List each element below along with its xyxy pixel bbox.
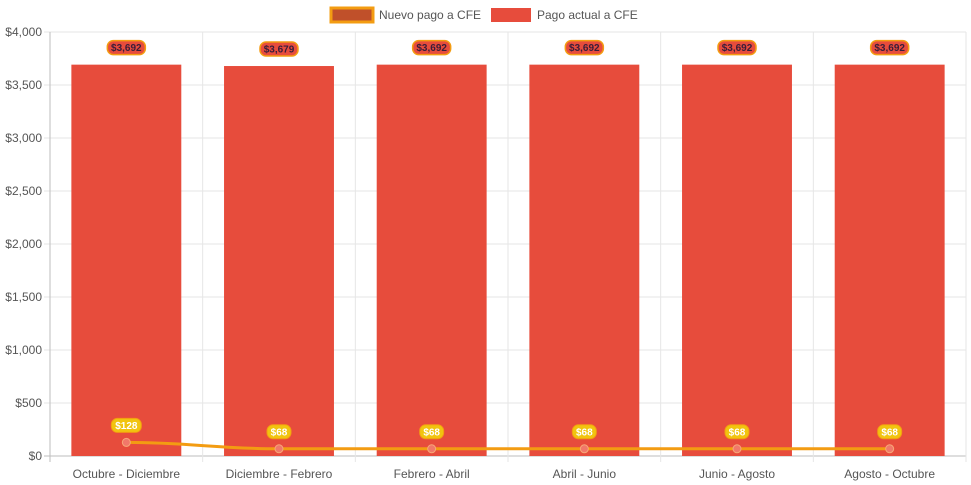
y-tick-label: $2,500 — [5, 184, 42, 198]
line-point[interactable] — [579, 444, 589, 454]
line-data-label-box — [266, 424, 292, 440]
line-data-label-box — [571, 424, 597, 440]
bar-data-label: $3,692 — [717, 39, 757, 56]
line-data-label-text: $68 — [423, 427, 440, 438]
x-axis: Octubre - Diciembre Diciembre - Febrero Fe… — [73, 467, 936, 481]
y-tick-label: $3,000 — [5, 131, 42, 145]
bar-data-label-box — [869, 39, 910, 56]
x-tick-label: Diciembre - Febrero — [226, 467, 333, 481]
bar-data-label-text: $3,692 — [111, 43, 142, 54]
x-tick-label: Junio - Agosto — [699, 467, 775, 481]
bar-data-label-text: $3,692 — [722, 43, 753, 54]
line-data-label: $68 — [877, 424, 903, 440]
bar-data-label: $3,692 — [564, 39, 605, 56]
legend-item-actual[interactable]: Pago actual a CFE — [491, 8, 638, 22]
line-data-label-text: $68 — [729, 427, 746, 438]
legend-swatch-actual — [491, 8, 531, 22]
bar-data-label-box — [411, 39, 452, 56]
x-tick-label: Abril - Junio — [553, 467, 617, 481]
line-data-label-box — [110, 417, 142, 433]
bar[interactable] — [376, 64, 487, 456]
line-data-label: $128 — [110, 417, 142, 433]
bar-data-label-box — [259, 41, 299, 57]
bar-labels: $3,692 $3,679 $3,692 $3,692 $3,692 $3,692 — [106, 39, 910, 57]
line-data-label-box — [724, 424, 750, 440]
bar-data-label-text: $3,692 — [569, 43, 600, 54]
y-tick-label: $4,000 — [5, 25, 42, 39]
bar[interactable] — [529, 64, 640, 456]
bar-data-label-text: $3,692 — [416, 43, 447, 54]
line-point[interactable] — [427, 444, 437, 454]
bar-data-label: $3,692 — [869, 39, 910, 56]
line-point[interactable] — [274, 444, 284, 454]
bar[interactable] — [834, 64, 945, 456]
legend-swatch-nuevo — [329, 6, 375, 24]
legend-label-actual: Pago actual a CFE — [537, 8, 638, 22]
line-data-label: $68 — [266, 424, 292, 440]
y-tick-label: $2,000 — [5, 237, 42, 251]
line-data-label: $68 — [724, 424, 750, 440]
line-data-label-text: $128 — [115, 421, 138, 432]
line-data-label: $68 — [419, 424, 445, 440]
line-point[interactable] — [121, 437, 131, 447]
y-tick-label: $500 — [15, 396, 42, 410]
line-data-label-box — [419, 424, 445, 440]
line-data-label-text: $68 — [271, 427, 288, 438]
bar-data-label: $3,692 — [106, 39, 147, 56]
y-tick-label: $3,500 — [5, 78, 42, 92]
bars — [71, 64, 945, 456]
line-point[interactable] — [885, 444, 895, 454]
x-tick-label: Febrero - Abril — [394, 467, 470, 481]
line-data-label-text: $68 — [881, 427, 898, 438]
bar-data-label-box — [717, 39, 757, 56]
x-tick-label: Agosto - Octubre — [844, 467, 935, 481]
bar-data-label-box — [106, 39, 147, 56]
bar-data-label-text: $3,692 — [874, 43, 905, 54]
legend-label-nuevo: Nuevo pago a CFE — [379, 8, 481, 22]
legend[interactable]: Nuevo pago a CFE Pago actual a CFE — [329, 6, 638, 24]
bar-data-label: $3,692 — [411, 39, 452, 56]
line-data-label-box — [877, 424, 903, 440]
y-axis: $0 $500 $1,000 $1,500 $2,000 $2,500 $3,000 $3,5… — [5, 25, 42, 463]
line-series — [121, 437, 895, 454]
bar-data-label-box — [564, 39, 605, 56]
grid — [44, 31, 967, 462]
line-point[interactable] — [732, 444, 742, 454]
y-tick-label: $0 — [29, 449, 43, 463]
x-tick-label: Octubre - Diciembre — [73, 467, 181, 481]
bar[interactable] — [682, 64, 792, 456]
y-tick-label: $1,500 — [5, 290, 42, 304]
bar[interactable] — [224, 66, 334, 456]
line-labels: $128 $68 $68 $68 $68 $68 — [110, 417, 903, 440]
line-data-label: $68 — [571, 424, 597, 440]
line-data-label-text: $68 — [576, 427, 593, 438]
legend-item-nuevo[interactable]: Nuevo pago a CFE — [329, 6, 481, 24]
series-line — [126, 440, 890, 451]
bar-data-label-text: $3,679 — [264, 45, 295, 56]
bar[interactable] — [71, 64, 182, 456]
y-tick-label: $1,000 — [5, 343, 42, 357]
bar-data-label: $3,679 — [259, 41, 299, 57]
